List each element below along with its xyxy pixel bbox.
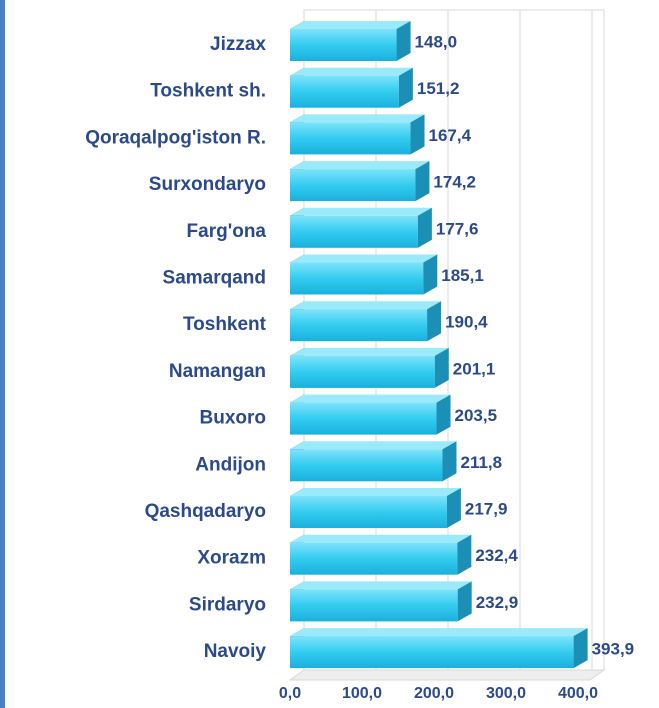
bar-top (290, 67, 413, 76)
bar-top (290, 254, 438, 263)
bar (290, 542, 458, 575)
bar-top (290, 347, 449, 356)
bar (290, 355, 435, 388)
value-label: 190,4 (445, 313, 488, 332)
category-label: Navoiy (204, 641, 267, 662)
bar (290, 496, 447, 528)
category-label: Toshkent (183, 314, 267, 335)
bar-side (436, 394, 451, 435)
x-tick-label: 0,0 (279, 685, 301, 702)
category-label: Xorazm (197, 548, 266, 569)
x-tick-label: 400,0 (558, 685, 598, 702)
bar-side (398, 67, 413, 108)
value-label: 201,1 (453, 359, 496, 378)
x-tick-label: 200,0 (414, 685, 454, 702)
bar (290, 449, 443, 482)
bar-side (442, 441, 457, 482)
value-label: 148,0 (415, 32, 458, 51)
category-label: Qoraqalpog'iston R. (85, 127, 266, 148)
bar-top (290, 534, 472, 543)
category-label: Buxoro (200, 408, 267, 429)
bar-top (290, 394, 451, 403)
bar (290, 169, 416, 202)
value-label: 232,9 (476, 593, 519, 612)
category-label: Farg'ona (187, 221, 267, 242)
category-label: Jizzax (210, 34, 266, 55)
value-label: 151,2 (417, 79, 460, 98)
x-tick-label: 300,0 (486, 685, 526, 702)
bar-top (290, 161, 430, 170)
category-label: Qashqadaryo (145, 501, 266, 522)
bar-top (290, 21, 411, 29)
bar-top (290, 441, 457, 450)
bar (290, 589, 458, 622)
category-label: Sirdaryo (189, 594, 266, 615)
bar-side (417, 207, 432, 248)
bar (290, 215, 418, 248)
category-label: Toshkent sh. (150, 81, 266, 102)
value-label: 211,8 (460, 453, 502, 472)
bar-side (396, 21, 411, 61)
bar-side (434, 347, 449, 388)
category-label: Samarqand (163, 268, 266, 289)
bar-side (427, 301, 442, 342)
bar-side (410, 114, 425, 155)
bar (290, 402, 437, 435)
category-label: Andijon (195, 454, 266, 475)
bar-top (290, 628, 588, 637)
bar-top (290, 207, 432, 216)
value-label: 167,4 (429, 126, 472, 145)
bar (290, 262, 424, 295)
plot-floor (288, 669, 606, 681)
value-label: 217,9 (465, 499, 508, 518)
bar-side (446, 488, 461, 528)
bar (290, 309, 428, 342)
bar-side (573, 628, 588, 669)
category-label: Surxondaryo (149, 174, 266, 195)
bar (290, 122, 411, 155)
bar-side (423, 254, 438, 295)
bar-side (415, 161, 430, 202)
value-label: 393,9 (592, 640, 635, 659)
value-label: 203,5 (455, 406, 498, 425)
bar (290, 75, 399, 108)
bar-top (290, 581, 472, 590)
bar-side (457, 581, 472, 622)
bar-top (290, 488, 461, 496)
bar-side (457, 534, 472, 575)
bar (290, 29, 397, 61)
bar-top (290, 114, 425, 123)
value-label: 185,1 (441, 266, 484, 285)
x-tick-label: 100,0 (342, 685, 382, 702)
value-label: 232,4 (475, 546, 518, 565)
bar-top (290, 301, 442, 310)
bar (290, 636, 574, 669)
value-label: 177,6 (436, 219, 479, 238)
left-border (0, 0, 5, 708)
value-label: 174,2 (433, 173, 476, 192)
category-label: Namangan (169, 361, 266, 382)
